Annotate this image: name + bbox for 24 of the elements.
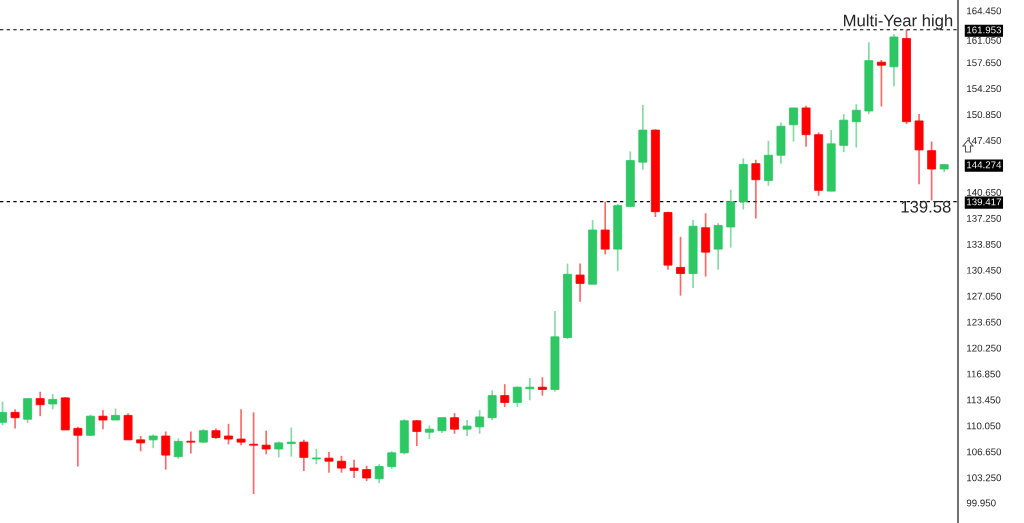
text: 127.050 xyxy=(967,292,1002,300)
text: 164.450 xyxy=(967,7,1002,15)
text: 120.250 xyxy=(967,344,1002,352)
text: 150.850 xyxy=(967,111,1002,119)
y-tick-label: 139.417 xyxy=(967,198,1001,206)
text: 123.650 xyxy=(967,318,1002,326)
text: 99.950 xyxy=(966,499,996,507)
ref-line-label: Multi-Year high xyxy=(844,14,953,30)
y-tick-label: 161.953 xyxy=(967,26,1002,34)
text: 140.650 xyxy=(967,189,1002,196)
text: 161.050 xyxy=(967,36,1002,44)
text: 113.450 xyxy=(967,396,1001,404)
text: 137.250 xyxy=(967,214,1002,222)
text: 154.250 xyxy=(967,85,1002,93)
text: 110.050 xyxy=(967,422,1001,430)
text: 133.850 xyxy=(967,240,1002,248)
text: 130.450 xyxy=(967,266,1002,274)
y-tick-label: 144.274 xyxy=(967,161,1002,169)
text: 103.250 xyxy=(967,474,1002,482)
text: 157.650 xyxy=(967,59,1002,67)
text: 106.650 xyxy=(967,448,1002,456)
annotation: 139.58 xyxy=(901,200,951,213)
text: 116.850 xyxy=(967,370,1001,378)
text: 147.450 xyxy=(967,137,1002,144)
